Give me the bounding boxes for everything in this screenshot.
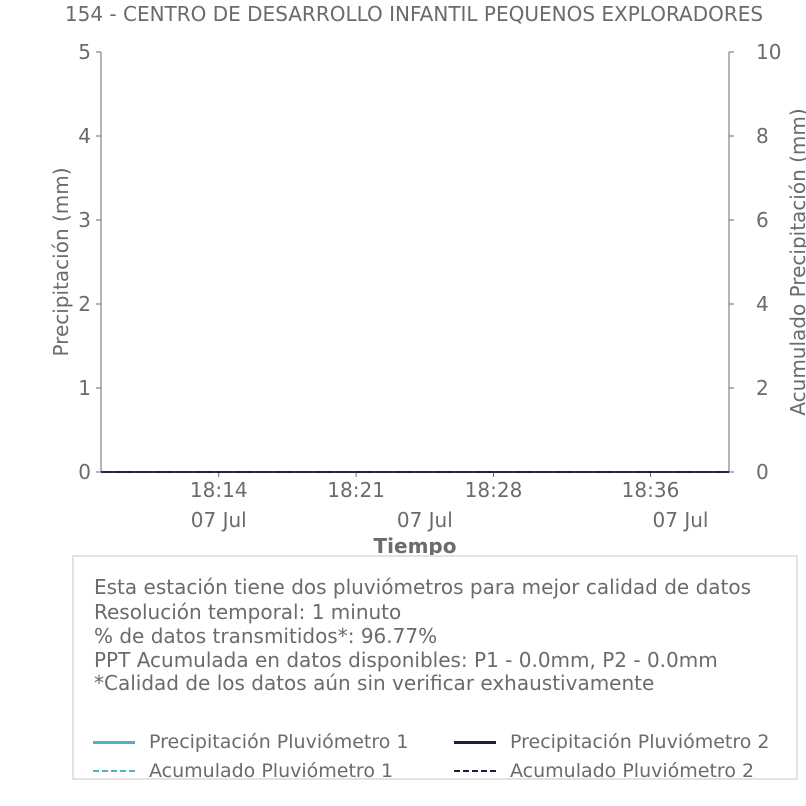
axes — [100, 52, 730, 473]
y2-tick-label: 6 — [756, 208, 769, 232]
info-line-accumulated: PPT Acumulada en datos disponibles: P1 -… — [94, 648, 718, 672]
y2-tick-label: 4 — [756, 292, 769, 316]
right-axis-ticks: 0 2 4 6 8 10 — [729, 40, 781, 484]
info-line-resolution: Resolución temporal: 1 minuto — [94, 600, 402, 624]
x-tick-time: 18:28 — [465, 478, 523, 502]
y2-tick-label: 8 — [756, 124, 769, 148]
info-line-stations: Esta estación tiene dos pluviómetros par… — [94, 575, 752, 599]
rain-chart: 154 - CENTRO DE DESARROLLO INFANTIL PEQU… — [49, 2, 806, 556]
y-tick-label: 1 — [78, 376, 91, 400]
y-axis-label: Precipitación (mm) — [49, 167, 73, 356]
y2-axis-label: Acumulado Precipitación (mm) — [786, 108, 806, 415]
info-line-quality: *Calidad de los datos aún sin verificar … — [94, 671, 655, 695]
y2-tick-label: 2 — [756, 376, 769, 400]
legend-swatch-acc1 — [93, 770, 135, 772]
y-tick-label: 2 — [78, 292, 91, 316]
legend-swatch-p1 — [93, 741, 135, 744]
y2-tick-label: 10 — [756, 40, 781, 64]
legend-label-p2: Precipitación Pluviómetro 2 — [510, 731, 770, 753]
left-axis-ticks: 0 1 2 3 4 5 — [78, 40, 101, 484]
x-axis-ticks: 18:14 18:21 18:28 18:36 07 Jul 07 Jul 07 Jul — [190, 472, 709, 532]
chart-title: 154 - CENTRO DE DESARROLLO INFANTIL PEQU… — [65, 2, 763, 26]
y-tick-label: 3 — [78, 208, 91, 232]
x-tick-date: 07 Jul — [397, 508, 453, 532]
legend-label-acc2: Acumulado Pluviómetro 2 — [510, 760, 755, 782]
legend-label-p1: Precipitación Pluviómetro 1 — [149, 731, 409, 753]
x-tick-date: 07 Jul — [653, 508, 709, 532]
info-legend-box: Esta estación tiene dos pluviómetros par… — [72, 555, 798, 782]
x-tick-date: 07 Jul — [191, 508, 247, 532]
y-tick-label: 5 — [78, 40, 91, 64]
info-line-transmitted: % de datos transmitidos*: 96.77% — [94, 624, 438, 648]
y2-tick-label: 0 — [756, 460, 769, 484]
legend-swatch-p2 — [454, 741, 496, 744]
x-axis-label: Tiempo — [374, 534, 457, 556]
y-tick-label: 4 — [78, 124, 91, 148]
x-tick-time: 18:14 — [190, 478, 248, 502]
x-tick-time: 18:21 — [327, 478, 385, 502]
legend-swatch-acc2 — [454, 770, 496, 772]
x-tick-time: 18:36 — [622, 478, 680, 502]
legend-label-acc1: Acumulado Pluviómetro 1 — [149, 760, 394, 782]
y-tick-label: 0 — [78, 460, 91, 484]
